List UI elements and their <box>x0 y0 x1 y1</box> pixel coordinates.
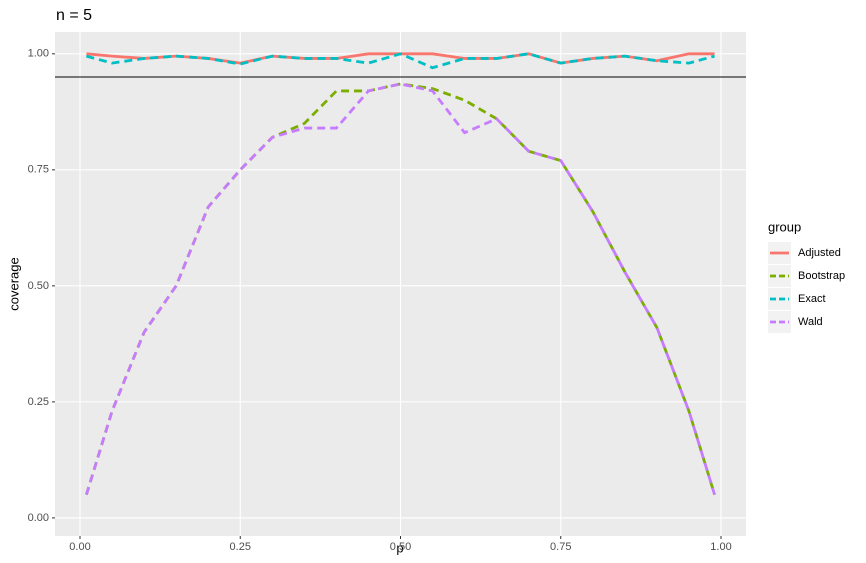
x-tick-label: 1.00 <box>710 541 731 553</box>
x-tick-label: 0.50 <box>390 541 411 553</box>
y-tick-label: 0.00 <box>28 512 49 524</box>
series-line <box>85 82 716 496</box>
y-tick-label: 0.25 <box>28 396 49 408</box>
x-tick-label: 0.25 <box>230 541 251 553</box>
legend-title: group <box>768 219 801 234</box>
legend-label: Wald <box>798 316 823 328</box>
y-tick-label: 0.75 <box>28 164 49 176</box>
grid <box>55 32 746 536</box>
series-line <box>86 52 715 70</box>
x-axis-title: p <box>396 540 403 555</box>
x-tick-label: 0.00 <box>69 541 90 553</box>
y-tick-label: 1.00 <box>28 48 49 60</box>
y-axis-title: coverage <box>6 257 21 310</box>
x-tick-label: 0.75 <box>550 541 571 553</box>
lines <box>85 52 716 496</box>
legend-label: Exact <box>798 293 826 305</box>
legend: Adjusted Bootstrap Exact Wald <box>768 242 845 333</box>
y-tick-label: 0.50 <box>28 280 49 292</box>
legend-label: Adjusted <box>798 247 841 259</box>
chart-title: n = 5 <box>56 7 92 24</box>
legend-label: Bootstrap <box>798 270 845 282</box>
